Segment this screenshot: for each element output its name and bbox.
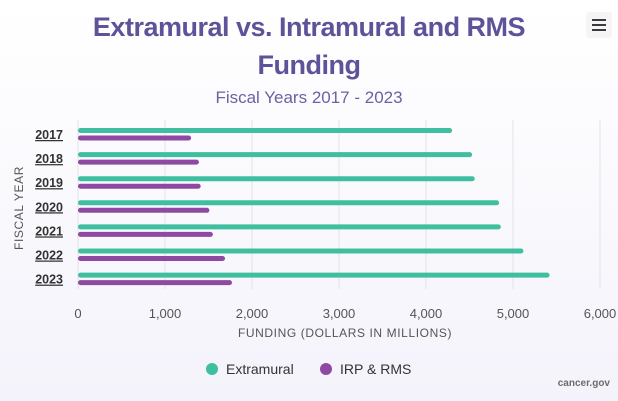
bar-extramural-2018 (78, 152, 473, 158)
x-axis-title: FUNDING (DOLLARS IN MILLIONS) (238, 326, 452, 340)
y-tick-label: 2020 (35, 200, 63, 214)
legend-marker (320, 363, 332, 375)
bar-extramural-2021 (78, 224, 501, 230)
y-tick-label: 2022 (35, 249, 63, 263)
bar-irp-rms-2021 (78, 231, 213, 237)
bar-extramural-2017 (78, 128, 453, 133)
y-axis-title: FISCAL YEAR (12, 166, 26, 250)
x-tick-label: 1,000 (149, 306, 182, 321)
x-tick-label: 3,000 (323, 306, 356, 321)
bar-irp-rms-2018 (78, 159, 199, 165)
bar-irp-rms-2019 (78, 183, 201, 189)
y-tick-label: 2018 (35, 152, 63, 166)
y-tick-label: 2023 (35, 273, 63, 287)
bar-irp-rms-2023 (78, 280, 232, 286)
x-tick-label: 2,000 (236, 306, 269, 321)
bar-irp-rms-2017 (78, 135, 192, 141)
legend-label: IRP & RMS (340, 361, 411, 377)
legend-marker (206, 363, 218, 375)
credit-link[interactable]: cancer.gov (557, 378, 610, 389)
x-tick-label: 6,000 (584, 306, 617, 321)
bar-extramural-2023 (78, 272, 550, 278)
bar-irp-rms-2020 (78, 207, 210, 213)
bar-extramural-2022 (78, 248, 524, 254)
x-tick-label: 5,000 (497, 306, 530, 321)
chart-subtitle: Fiscal Years 2017 - 2023 (215, 88, 403, 107)
legend-label: Extramural (226, 361, 294, 377)
y-tick-label: 2021 (35, 224, 63, 238)
x-tick-label: 0 (74, 306, 81, 321)
bar-extramural-2020 (78, 200, 500, 206)
y-tick-label: 2017 (35, 128, 63, 142)
chart-title: Extramural vs. Intramural and RMS Funding (92, 12, 526, 80)
y-tick-label: 2019 (35, 176, 63, 190)
x-tick-label: 4,000 (410, 306, 443, 321)
bar-irp-rms-2022 (78, 256, 226, 261)
hamburger-menu-icon[interactable] (586, 12, 612, 38)
bar-extramural-2019 (78, 176, 475, 182)
